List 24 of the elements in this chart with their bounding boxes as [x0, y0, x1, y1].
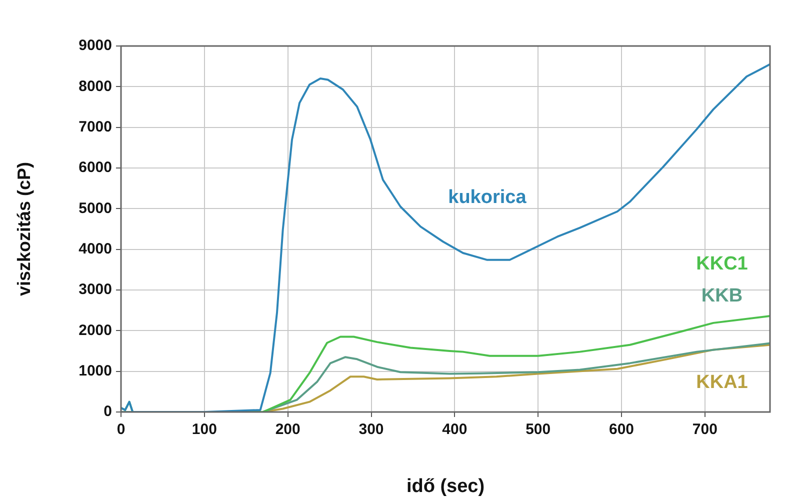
text: KKB	[701, 285, 743, 306]
x-tick-label: 100	[192, 421, 217, 438]
y-tick-label: 0	[104, 403, 112, 420]
x-tick-label: 700	[692, 421, 718, 438]
y-axis-title: viszkozitás (cP)	[14, 162, 34, 296]
x-tick-label: 400	[442, 421, 468, 438]
text: KKC1	[696, 253, 748, 274]
y-tick-label: 4000	[78, 240, 112, 258]
y-tick-label: 5000	[78, 200, 112, 217]
y-tick-label: 8000	[78, 78, 112, 95]
x-tick-label: 300	[358, 421, 384, 438]
x-tick-label: 500	[526, 421, 551, 438]
x-tick-label: 0	[116, 421, 126, 438]
y-tick-label: 3000	[78, 281, 112, 298]
x-tick-label: 200	[275, 421, 300, 438]
x-axis-title: idő (sec)	[406, 476, 485, 497]
y-tick-label: 1000	[78, 362, 112, 380]
y-tick-label: 2000	[78, 322, 112, 339]
series-label: kukorica	[448, 187, 527, 208]
x-tick-label: 600	[609, 421, 634, 438]
y-tick-label: 9000	[78, 37, 112, 54]
y-tick-label: 6000	[78, 159, 112, 176]
y-tick-label: 7000	[78, 118, 112, 136]
series-label: KKA1	[696, 372, 748, 394]
